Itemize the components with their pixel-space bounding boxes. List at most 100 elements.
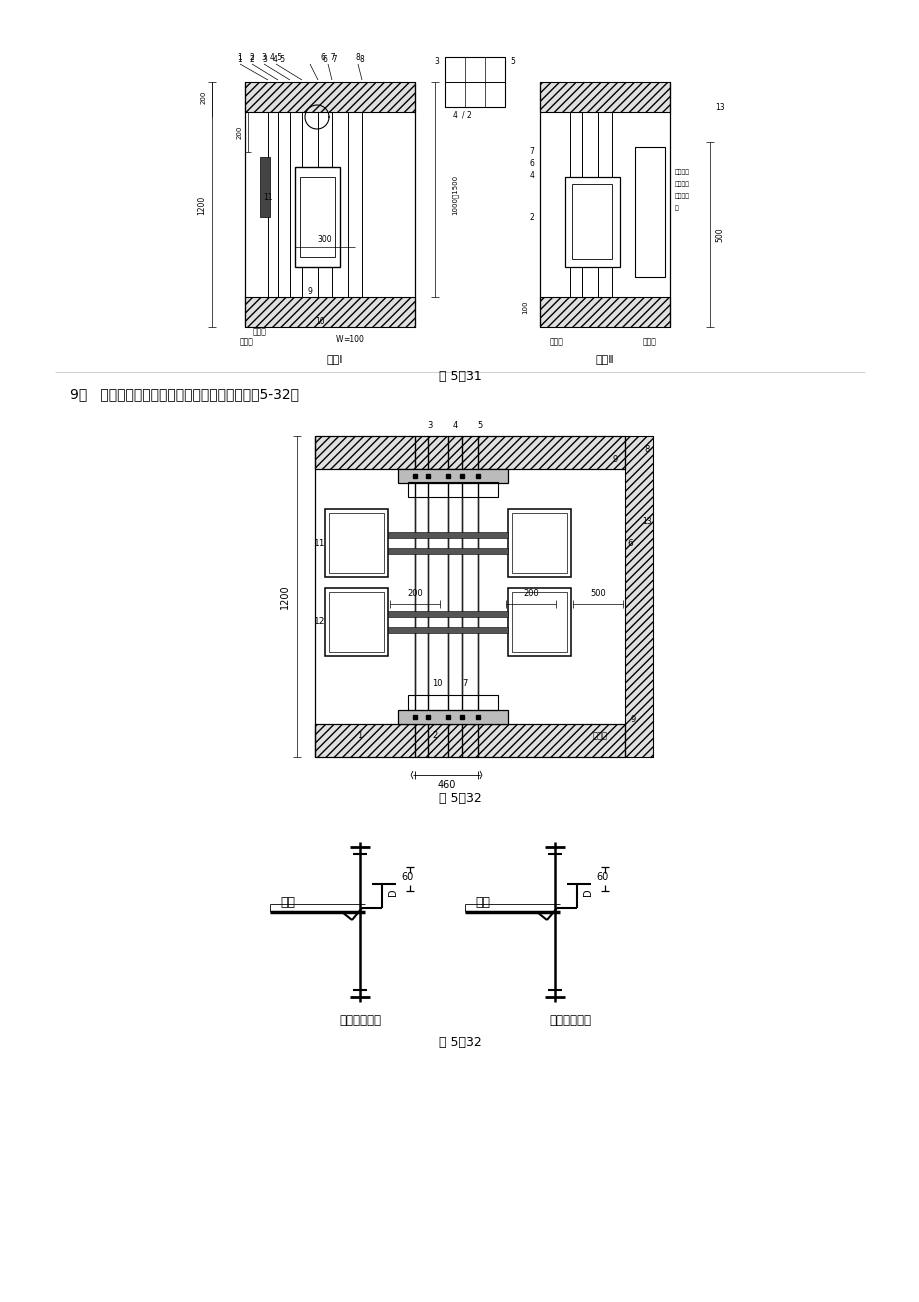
Bar bbox=[329, 592, 383, 652]
Bar bbox=[324, 589, 388, 656]
Text: 500: 500 bbox=[589, 590, 606, 599]
Text: 1: 1 bbox=[237, 53, 242, 62]
Bar bbox=[398, 469, 507, 483]
Text: 管口内封: 管口内封 bbox=[675, 169, 689, 174]
Text: 300: 300 bbox=[317, 234, 332, 243]
Text: 防水台: 防水台 bbox=[253, 328, 267, 336]
Text: 4: 4 bbox=[529, 172, 534, 181]
Text: 3: 3 bbox=[434, 57, 439, 66]
Text: 1200: 1200 bbox=[279, 585, 289, 609]
Bar bbox=[507, 589, 571, 656]
Bar bbox=[407, 482, 497, 497]
Text: 图 5－32: 图 5－32 bbox=[438, 793, 481, 806]
Text: D: D bbox=[583, 888, 593, 896]
Bar bbox=[507, 509, 571, 577]
Bar bbox=[564, 177, 619, 267]
Text: 200: 200 bbox=[407, 590, 423, 599]
Text: 1: 1 bbox=[357, 732, 362, 741]
Text: 12: 12 bbox=[314, 617, 325, 626]
Bar bbox=[512, 513, 566, 573]
Text: 6  7: 6 7 bbox=[323, 56, 337, 65]
Text: /: / bbox=[461, 111, 464, 120]
Bar bbox=[314, 724, 624, 756]
Text: 3: 3 bbox=[261, 53, 267, 62]
Bar bbox=[244, 297, 414, 327]
Text: W: W bbox=[335, 335, 344, 344]
Bar bbox=[244, 82, 414, 112]
Text: =100: =100 bbox=[343, 335, 364, 344]
Text: 塞: 塞 bbox=[675, 206, 678, 211]
Text: 4: 4 bbox=[452, 111, 457, 120]
Text: 11: 11 bbox=[263, 193, 272, 202]
Text: 4: 4 bbox=[452, 422, 457, 431]
Text: 13: 13 bbox=[641, 517, 651, 526]
Bar bbox=[572, 184, 611, 259]
Text: 10: 10 bbox=[431, 680, 442, 689]
Bar bbox=[634, 147, 664, 277]
Bar bbox=[314, 724, 624, 756]
Text: 图 5－31: 图 5－31 bbox=[438, 371, 481, 384]
Bar bbox=[314, 436, 624, 469]
Bar bbox=[260, 158, 269, 217]
Text: 料或石棉: 料或石棉 bbox=[675, 193, 689, 199]
Text: 6: 6 bbox=[529, 160, 534, 168]
Text: 混凝土: 混凝土 bbox=[642, 337, 656, 346]
Bar bbox=[300, 177, 335, 256]
Text: D: D bbox=[388, 888, 398, 896]
Text: 500: 500 bbox=[715, 228, 724, 242]
Text: 3: 3 bbox=[426, 422, 432, 431]
Bar bbox=[388, 548, 507, 553]
Text: 4 5: 4 5 bbox=[269, 53, 282, 62]
Bar bbox=[244, 82, 414, 112]
Bar bbox=[295, 167, 340, 267]
Text: 墙防火堵: 墙防火堵 bbox=[675, 181, 689, 186]
Text: 3: 3 bbox=[262, 56, 267, 65]
Text: 4 5: 4 5 bbox=[273, 56, 285, 65]
Text: 8: 8 bbox=[359, 56, 364, 65]
Text: 2: 2 bbox=[432, 732, 437, 741]
Bar bbox=[314, 436, 624, 469]
Text: 扁锂接地干线: 扁锂接地干线 bbox=[338, 1013, 380, 1026]
Text: 5: 5 bbox=[477, 422, 482, 431]
Text: 1000～1500: 1000～1500 bbox=[451, 174, 458, 215]
Bar bbox=[445, 57, 505, 107]
Text: 60: 60 bbox=[402, 872, 414, 881]
Text: 焊接: 焊接 bbox=[475, 896, 490, 909]
Text: 混凝土: 混凝土 bbox=[240, 337, 254, 346]
Text: 2: 2 bbox=[249, 56, 254, 65]
Bar bbox=[624, 436, 652, 756]
Text: 焊接: 焊接 bbox=[280, 896, 295, 909]
Text: 60: 60 bbox=[596, 872, 608, 881]
Text: 9、   电气登井内封闭式母线与配电笱的安装见图5-32。: 9、 电气登井内封闭式母线与配电笱的安装见图5-32。 bbox=[70, 387, 299, 401]
Text: 13: 13 bbox=[714, 103, 724, 112]
Text: 2: 2 bbox=[249, 53, 254, 62]
Text: 9: 9 bbox=[307, 288, 312, 297]
Text: 1: 1 bbox=[237, 56, 242, 65]
Bar bbox=[539, 82, 669, 112]
Text: 混凝土: 混凝土 bbox=[550, 337, 563, 346]
Text: 200: 200 bbox=[237, 125, 243, 139]
Text: 7: 7 bbox=[462, 680, 467, 689]
Bar bbox=[624, 436, 652, 756]
Text: 10: 10 bbox=[315, 318, 324, 327]
Bar bbox=[388, 533, 507, 538]
Bar bbox=[388, 611, 507, 617]
Text: 9: 9 bbox=[612, 454, 617, 464]
Bar bbox=[539, 297, 669, 327]
Text: 6  7: 6 7 bbox=[321, 53, 335, 62]
Text: 方案Ⅰ: 方案Ⅰ bbox=[326, 354, 343, 365]
Text: 防水台: 防水台 bbox=[592, 732, 607, 741]
Bar bbox=[398, 710, 507, 724]
Text: 1200: 1200 bbox=[198, 195, 206, 215]
Text: 2: 2 bbox=[529, 212, 534, 221]
Bar bbox=[388, 628, 507, 633]
Bar bbox=[407, 695, 497, 710]
Text: 460: 460 bbox=[437, 780, 456, 790]
Bar bbox=[244, 297, 414, 327]
Text: 8: 8 bbox=[356, 53, 360, 62]
Bar bbox=[329, 513, 383, 573]
Text: 7: 7 bbox=[529, 147, 534, 156]
Text: 6: 6 bbox=[627, 539, 632, 548]
Bar bbox=[539, 297, 669, 327]
Text: 圆锂接地干线: 圆锂接地干线 bbox=[549, 1013, 590, 1026]
